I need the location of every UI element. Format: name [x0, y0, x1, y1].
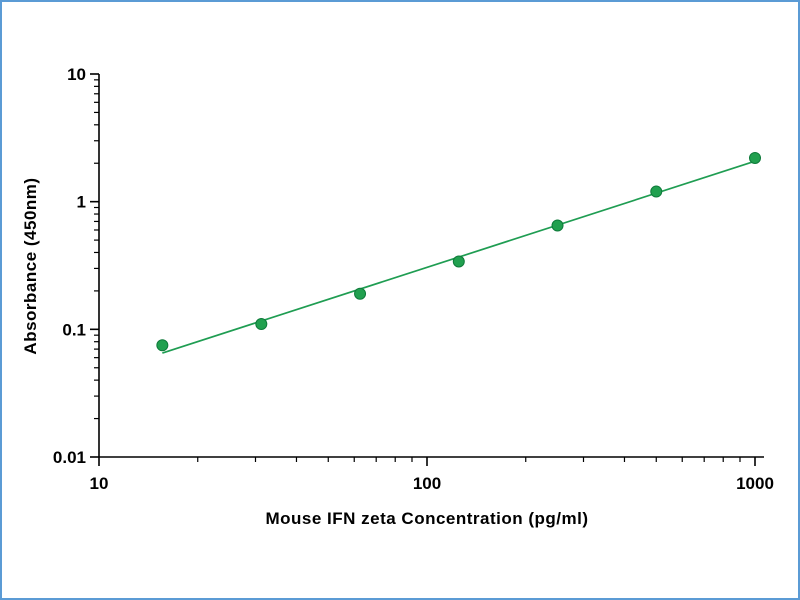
x-tick-label: 1000 — [736, 474, 774, 493]
data-point — [551, 219, 564, 232]
data-point — [156, 339, 169, 352]
y-tick-label: 0.01 — [53, 448, 86, 467]
y-tick-label: 10 — [67, 65, 86, 84]
x-tick-label: 10 — [90, 474, 109, 493]
x-tick-label: 100 — [413, 474, 441, 493]
y-tick-label: 0.1 — [62, 320, 86, 339]
data-point — [452, 255, 465, 268]
data-point — [650, 185, 663, 198]
y-axis-title: Absorbance (450nm) — [21, 177, 40, 354]
y-tick-label: 1 — [77, 193, 86, 212]
data-point — [749, 151, 761, 164]
x-axis-title: Mouse IFN zeta Concentration (pg/ml) — [265, 509, 588, 528]
data-point — [354, 287, 367, 300]
data-point — [255, 318, 268, 331]
